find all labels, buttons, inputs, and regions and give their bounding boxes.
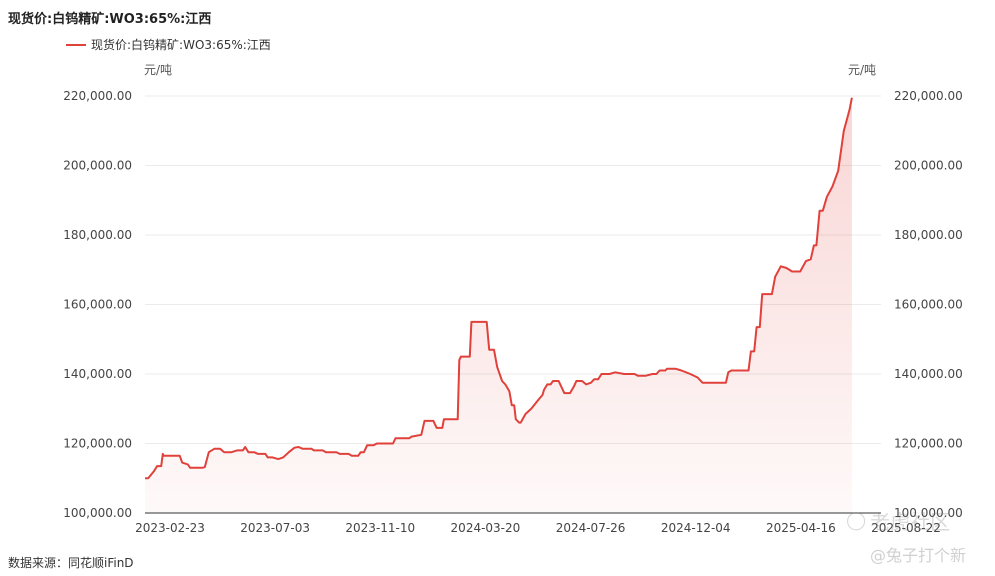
x-tick-label: 2025-04-16 <box>766 521 836 535</box>
y-tick-label-right: 100,000.00 <box>894 506 963 520</box>
x-tick-label: 2025-08-22 <box>871 521 941 535</box>
tiger-logo-icon: ◯ <box>846 510 867 531</box>
y-axis-left: 100,000.00 120,000.00 140,000.00 160,000.00… <box>63 89 132 520</box>
y-tick-label-left: 160,000.00 <box>63 298 132 312</box>
y-tick-label-left: 120,000.00 <box>63 437 132 451</box>
series-area-fill <box>145 97 852 513</box>
x-tick-label: 2023-11-10 <box>345 521 415 535</box>
data-source-note: 数据来源：同花顺iFinD <box>8 556 134 570</box>
y-tick-label-left: 180,000.00 <box>63 228 132 242</box>
y-axis-unit-left: 元/吨 <box>144 63 173 77</box>
x-tick-label: 2023-02-23 <box>135 521 205 535</box>
y-tick-label-left: 140,000.00 <box>63 367 132 381</box>
x-tick-label: 2023-07-03 <box>240 521 310 535</box>
watermark-author: @兔子打个新 <box>870 546 967 565</box>
y-tick-label-right: 200,000.00 <box>894 159 963 173</box>
watermark: ◯ 老虎社区 <box>846 506 950 535</box>
y-tick-label-right: 160,000.00 <box>894 298 963 312</box>
y-tick-label-left: 100,000.00 <box>63 506 132 520</box>
legend-line-marker <box>66 43 86 46</box>
legend[interactable]: 现货价:白钨精矿:WO3:65%:江西 <box>66 36 271 53</box>
x-tick-label: 2024-12-04 <box>661 521 731 535</box>
y-axis-right: 100,000.00 120,000.00 140,000.00 160,000.00… <box>894 89 963 520</box>
y-tick-label-right: 220,000.00 <box>894 89 963 103</box>
x-axis: 2023-02-23 2023-07-03 2023-11-10 2024-03-20… <box>135 521 941 535</box>
chart-title: 现货价:白钨精矿:WO3:65%:江西 <box>8 12 212 27</box>
series-line[interactable] <box>145 97 853 480</box>
y-tick-label-right: 140,000.00 <box>894 367 963 381</box>
x-tick-label: 2024-03-20 <box>451 521 521 535</box>
y-tick-label-left: 220,000.00 <box>63 89 132 103</box>
x-tick-label: 2024-07-26 <box>556 521 626 535</box>
y-tick-label-left: 200,000.00 <box>63 159 132 173</box>
y-tick-label-right: 120,000.00 <box>894 437 963 451</box>
watermark-text: 老虎社区 <box>870 510 951 534</box>
y-axis-unit-right: 元/吨 <box>848 63 877 77</box>
y-tick-label-right: 180,000.00 <box>894 228 963 242</box>
legend-label: 现货价:白钨精矿:WO3:65%:江西 <box>91 38 271 52</box>
